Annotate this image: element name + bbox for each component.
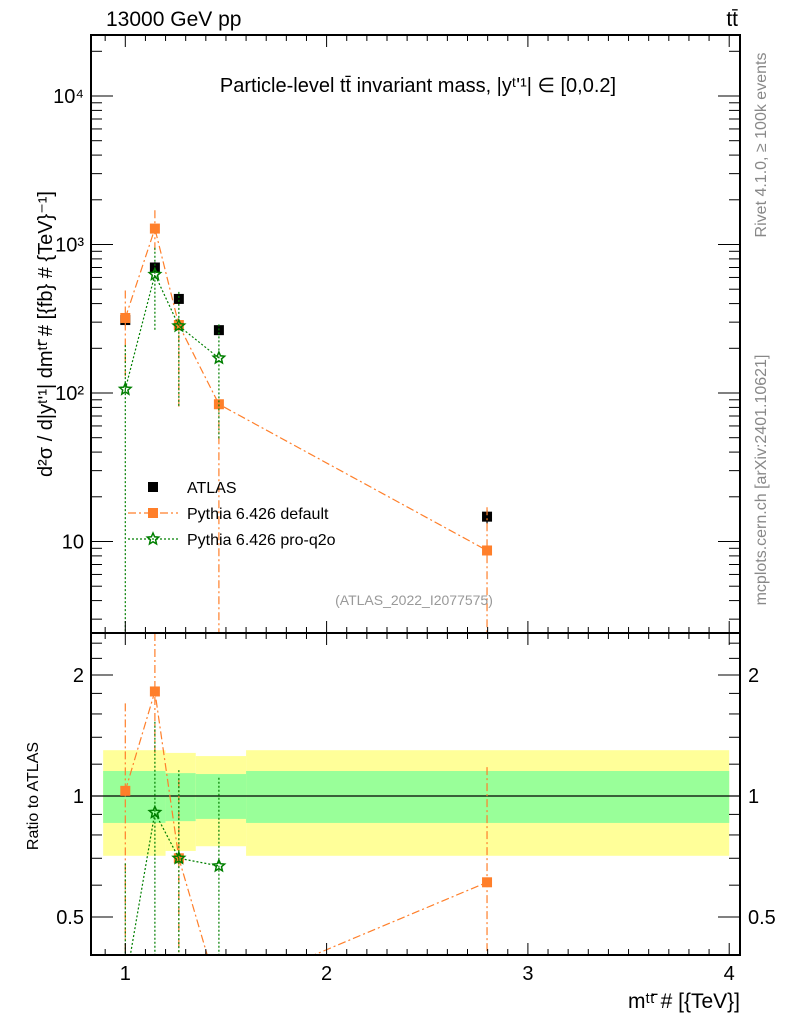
legend-label: Pythia 6.426 default xyxy=(187,506,329,523)
data-point-square xyxy=(482,511,493,522)
legend-marker-star xyxy=(145,531,161,546)
series-line xyxy=(124,226,488,552)
x-axis-label: mᵗᵗ̄ # [{TeV}] xyxy=(628,990,740,1013)
y-tick-label: 10 xyxy=(62,532,84,554)
ratio-y-tick-label-right: 0.5 xyxy=(748,907,776,929)
data-point-star xyxy=(171,317,187,333)
ratio-plot-frame xyxy=(90,632,741,956)
ratio-y-axis-label: Ratio to ATLAS xyxy=(25,742,42,850)
y-tick-label: 10² xyxy=(55,383,84,405)
x-tick-label: 1 xyxy=(120,963,131,985)
data-point-square xyxy=(482,545,493,556)
data-point-square xyxy=(173,293,184,304)
series-pythia-6-426-pro-q2o xyxy=(117,247,227,633)
data-point-star xyxy=(171,850,187,865)
ratio-y-tick-label: 2 xyxy=(73,665,84,687)
data-point-square xyxy=(213,399,224,410)
legend-marker-square xyxy=(148,482,158,492)
x-tick-label: 3 xyxy=(522,963,533,985)
side-text-mcplots: mcplots.cern.ch [arXiv:2401.10621] xyxy=(753,355,770,606)
legend-marker-square xyxy=(148,508,158,518)
data-point-square xyxy=(120,312,131,323)
ratio-y-tick-label: 1 xyxy=(73,786,84,808)
data-point-square xyxy=(149,223,160,234)
series-pythia-6-426-default xyxy=(120,210,493,633)
data-point-star xyxy=(211,350,227,365)
y-axis-label: d²σ / d|yᵗ'¹| dmᵗᵗ̄ # [{fb} # {TeV}⁻¹] xyxy=(35,191,57,477)
legend-label: Pythia 6.426 pro-q2o xyxy=(187,532,336,549)
data-point-star xyxy=(147,804,163,819)
data-point-star xyxy=(117,381,133,396)
ratio-y-tick-label-right: 2 xyxy=(748,665,759,687)
x-tick-label: 4 xyxy=(724,963,735,985)
legend-label: ATLAS xyxy=(187,480,237,497)
header-right: tt̄ xyxy=(726,8,738,31)
ratio-y-tick-label-right: 1 xyxy=(748,786,759,808)
watermark: (ATLAS_2022_I2077575) xyxy=(335,592,493,608)
series-atlas xyxy=(120,262,493,524)
data-point-star xyxy=(211,857,227,873)
legend: ATLAS Pythia 6.426 default Pythia 6.426 pr… xyxy=(128,480,336,549)
series-line xyxy=(129,810,220,955)
ratio-y-tick-label: 0.5 xyxy=(56,907,84,929)
data-point-square xyxy=(482,877,493,888)
x-tick-label: 2 xyxy=(321,963,332,985)
plot-title: Particle-level tt̄ invariant mass, |yᵗ'¹… xyxy=(220,75,616,97)
ratio-series-pythia-6-426-pro-q2o xyxy=(124,721,227,955)
y-tick-label: 10³ xyxy=(55,235,84,257)
series-line xyxy=(124,272,220,390)
header-left: 13000 GeV pp xyxy=(106,8,241,31)
y-tick-label: 10⁴ xyxy=(53,86,84,108)
side-text-rivet: Rivet 4.1.0, ≥ 100k events xyxy=(753,53,770,238)
data-point-star xyxy=(147,266,163,281)
uncertainty-band-green xyxy=(246,770,730,823)
data-point-square xyxy=(120,785,131,796)
data-point-square xyxy=(149,686,160,697)
